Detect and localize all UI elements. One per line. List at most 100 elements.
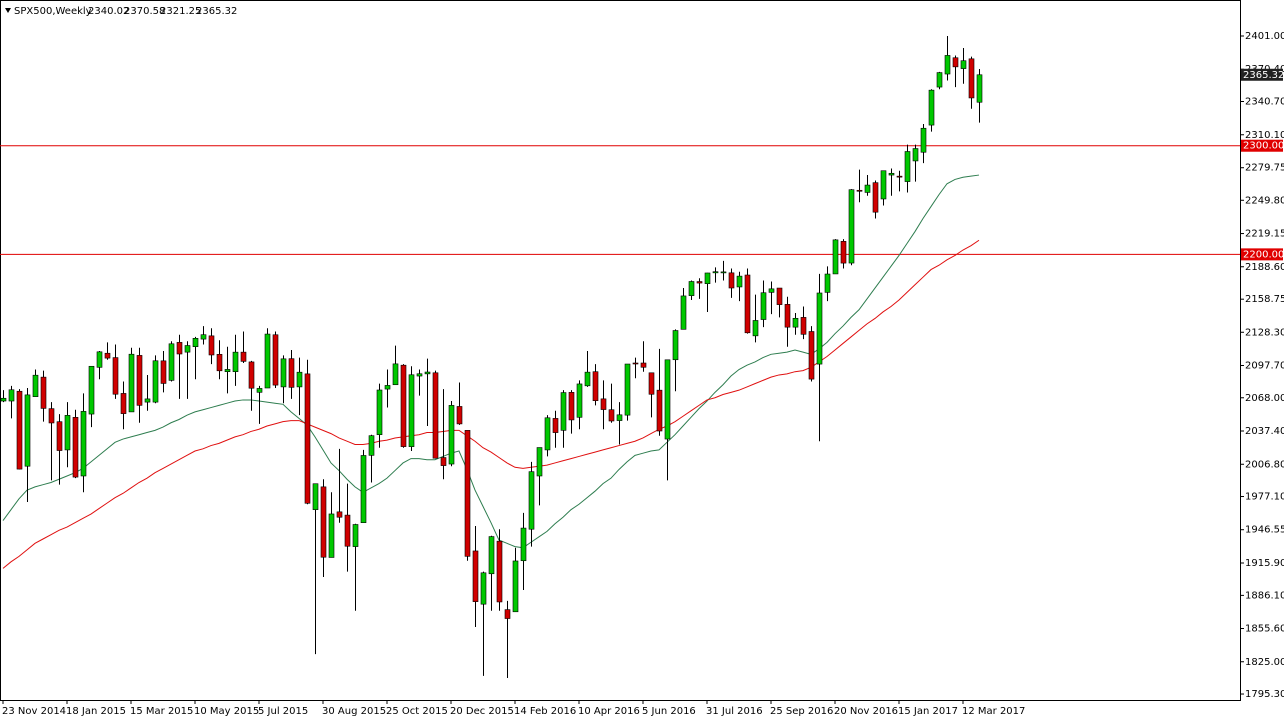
level-label-box	[1241, 248, 1283, 261]
candle-body	[640, 362, 647, 368]
candle-body	[880, 170, 887, 200]
y-tick-label: 2097.70	[1245, 361, 1284, 372]
candle-body	[864, 184, 871, 193]
candle-body	[48, 408, 55, 424]
y-tick-label: 2340.70	[1245, 97, 1284, 108]
candle-body	[32, 374, 39, 397]
x-tick-label: 10 May 2015	[194, 706, 259, 717]
header-high: 2370.58	[124, 6, 165, 17]
level-label-box	[1241, 139, 1283, 152]
candle-body	[368, 435, 375, 456]
candle-body	[192, 338, 199, 348]
candle-body	[960, 60, 967, 69]
candle-body	[448, 405, 455, 465]
candle-body	[760, 292, 767, 320]
candle-body	[216, 354, 223, 372]
candle-body	[240, 351, 247, 362]
candle-body	[224, 369, 231, 372]
candle-body	[496, 540, 503, 603]
candle-body	[792, 317, 799, 328]
moving-average	[2, 239, 980, 569]
y-tick-label: 2401.00	[1245, 31, 1284, 42]
y-tick-label: 2310.10	[1245, 130, 1284, 141]
candle-body	[904, 151, 911, 182]
candle-body	[432, 372, 439, 459]
candle-body	[168, 343, 175, 381]
candle-body	[800, 317, 807, 335]
candle-body	[264, 333, 271, 389]
candle-body	[520, 527, 527, 562]
y-tick-label: 2188.60	[1245, 262, 1284, 273]
y-tick-label: 2006.80	[1245, 459, 1284, 470]
moving-average	[2, 174, 980, 549]
candle-body	[232, 351, 239, 372]
candle-body	[136, 355, 143, 406]
candle-body	[376, 389, 383, 436]
x-tick-label: 15 Jan 2017	[898, 706, 958, 717]
candle-body	[656, 389, 663, 432]
candle-body	[464, 430, 471, 557]
candle-body	[928, 89, 935, 126]
candle-body	[440, 457, 447, 466]
candle-body	[624, 363, 631, 416]
candle-body	[272, 334, 279, 386]
candle-body	[8, 389, 15, 402]
x-tick-label: 5 Jun 2016	[642, 706, 696, 717]
candle-body	[456, 406, 463, 425]
candle-body	[112, 357, 119, 395]
candle-body	[320, 486, 327, 558]
y-tick-label: 2219.15	[1245, 229, 1284, 240]
candle-body	[688, 281, 695, 296]
y-tick-label: 1886.10	[1245, 590, 1284, 601]
y-tick-label: 2068.00	[1245, 393, 1284, 404]
x-tick-label: 10 Apr 2016	[578, 706, 640, 717]
candle-body	[56, 421, 63, 451]
y-tick-label: 2279.75	[1245, 163, 1284, 174]
candle-body	[512, 560, 519, 613]
y-tick-label: 1977.10	[1245, 492, 1284, 503]
candle-body	[840, 241, 847, 264]
x-tick-label: 25 Oct 2015	[386, 706, 448, 717]
price-label-box	[1241, 68, 1283, 81]
candle-body	[632, 362, 639, 365]
candle-body	[88, 365, 95, 415]
candle-body	[936, 72, 943, 88]
candle-body	[416, 373, 423, 377]
candle-body	[712, 271, 719, 274]
plot-frame	[0, 0, 1241, 701]
candle-body	[256, 388, 263, 393]
candle-body	[592, 371, 599, 402]
candle-body	[560, 392, 567, 431]
candle-body	[248, 361, 255, 389]
candle-body	[104, 352, 111, 359]
y-tick-label: 1855.60	[1245, 624, 1284, 635]
candle-body	[40, 376, 47, 409]
x-tick-label: 20 Nov 2016	[834, 706, 898, 717]
y-tick-label: 2128.30	[1245, 327, 1284, 338]
y-tick-label: 1946.55	[1245, 525, 1284, 536]
level-label: 2200.00	[1243, 249, 1284, 260]
candle-body	[832, 239, 839, 275]
candle-body	[672, 330, 679, 361]
x-tick-label: 18 Jan 2015	[66, 706, 126, 717]
x-tick-label: 25 Sep 2016	[770, 706, 833, 717]
candle-body	[736, 275, 743, 288]
candle-body	[536, 447, 543, 477]
candle-body	[200, 334, 207, 340]
candle-body	[0, 397, 7, 402]
candle-body	[488, 536, 495, 575]
y-tick-label: 2158.75	[1245, 294, 1284, 305]
candle-body	[24, 394, 31, 467]
candle-body	[120, 393, 127, 414]
candle-body	[856, 189, 863, 192]
candle-body	[400, 364, 407, 447]
candle-body	[552, 418, 559, 433]
candle-body	[768, 288, 775, 293]
candle-body	[312, 483, 319, 510]
candle-body	[160, 360, 167, 384]
candle-body	[576, 383, 583, 418]
chart-title: SPX500,Weekly	[14, 6, 92, 17]
